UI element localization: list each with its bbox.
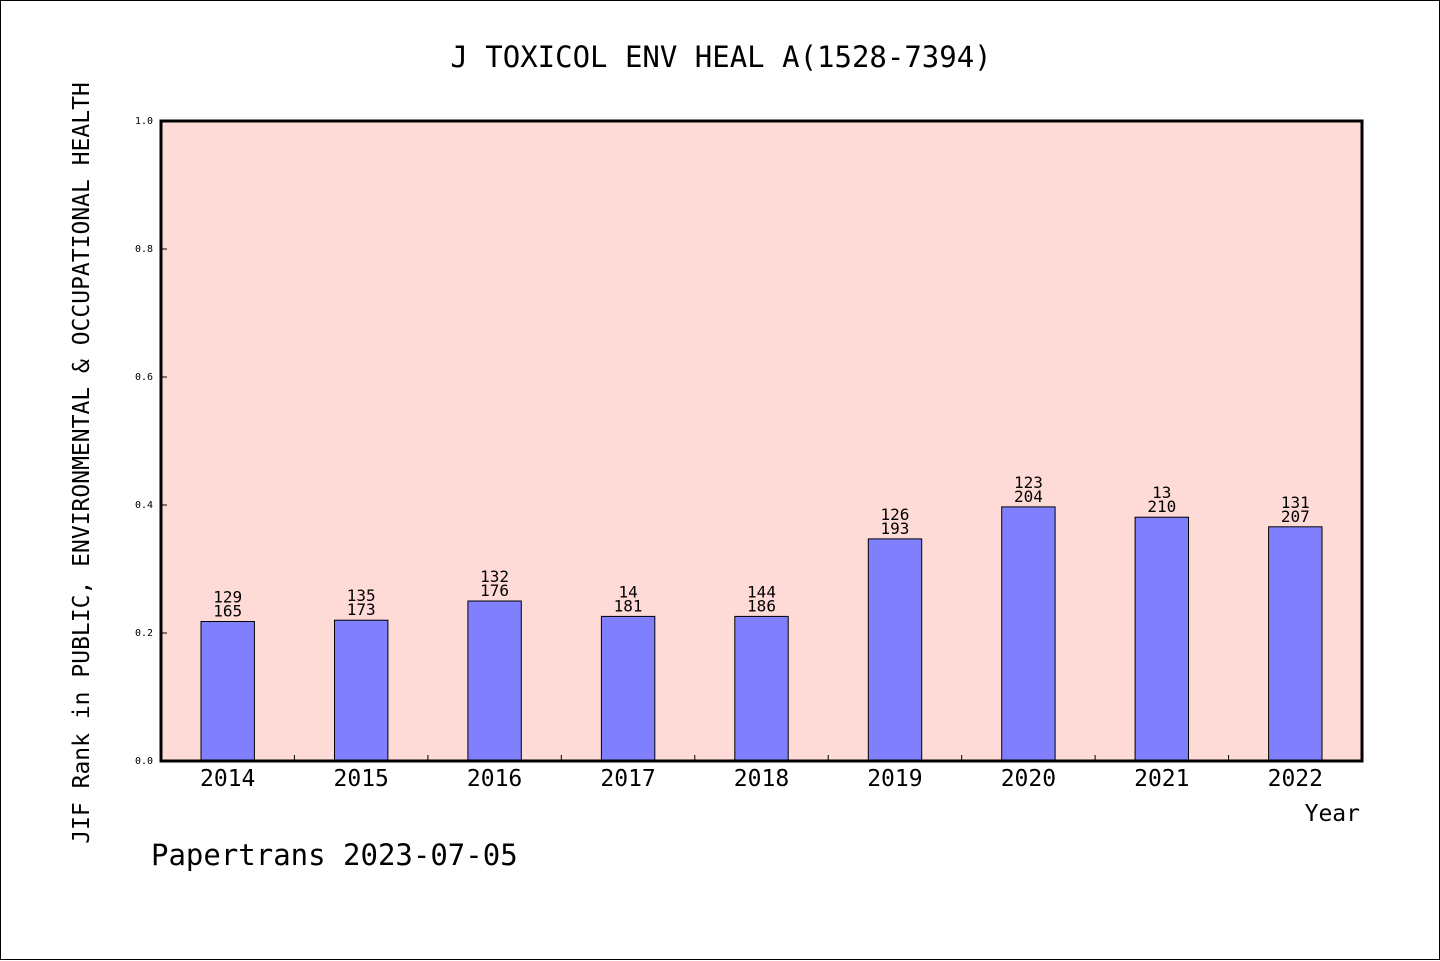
bar-label-top-2015: 135 (347, 586, 376, 605)
bar-2016 (467, 600, 522, 762)
bar-label-bottom-2020: 204 (1014, 487, 1043, 506)
bar-label-bottom-2019: 193 (880, 519, 909, 538)
bar-label-top-2020: 123 (1014, 473, 1043, 492)
bar-label-bottom-2021: 210 (1147, 497, 1176, 516)
x-tick-label-2016: 2016 (467, 766, 522, 792)
chart-title: J TOXICOL ENV HEAL A(1528-7394) (450, 40, 991, 74)
bar-label-top-2014: 129 (213, 588, 242, 607)
plot-border (159, 119, 1364, 763)
bar-2022 (1268, 526, 1323, 762)
x-tick-label-2014: 2014 (200, 766, 255, 792)
bar-2014 (200, 621, 255, 762)
x-tick-label-2022: 2022 (1268, 766, 1323, 792)
y-tick-label-3: 0.6 (135, 372, 153, 383)
bar-label-bottom-2014: 165 (213, 602, 242, 621)
footer-watermark: Papertrans 2023-07-05 (151, 838, 518, 872)
y-tick-label-0: 0.0 (135, 756, 153, 767)
x-tick-label-2015: 2015 (334, 766, 389, 792)
bar-label-top-2017: 14 (618, 582, 637, 601)
bar-label-top-2022: 131 (1281, 493, 1310, 512)
x-tick-label-2017: 2017 (600, 766, 655, 792)
bar-2018 (734, 615, 789, 762)
bar-label-bottom-2018: 186 (747, 596, 776, 615)
y-tick-label-2: 0.4 (135, 500, 153, 511)
bar-2015 (334, 619, 389, 762)
x-tick-label-2019: 2019 (867, 766, 922, 792)
bar-label-top-2021: 13 (1152, 483, 1171, 502)
bar-2021 (1134, 516, 1189, 762)
bar-2020 (1001, 506, 1056, 762)
x-axis-label: Year (1305, 801, 1360, 827)
bar-2017 (600, 615, 656, 762)
bar-label-top-2019: 126 (880, 505, 909, 524)
bar-label-bottom-2017: 181 (614, 596, 643, 615)
x-tick-label-2020: 2020 (1001, 766, 1056, 792)
x-axis-ticks: 2014 2015 2016 2017 2018 2019 2020 2021 2022 (200, 755, 1323, 792)
y-tick-label-5: 1.0 (135, 116, 153, 127)
bar-2019 (867, 538, 923, 762)
bar-label-top-2016: 132 (480, 567, 509, 586)
bar-label-bottom-2022: 207 (1281, 507, 1310, 526)
bar-label-bottom-2015: 173 (347, 600, 376, 619)
bar-label-top-2018: 144 (747, 582, 776, 601)
x-tick-label-2018: 2018 (734, 766, 789, 792)
x-tick-label-2021: 2021 (1134, 766, 1189, 792)
bars-layer (200, 506, 1323, 762)
y-tick-label-1: 0.2 (135, 628, 153, 639)
y-tick-label-4: 0.8 (135, 244, 153, 255)
bar-label-bottom-2016: 176 (480, 581, 509, 600)
y-axis-label: JIF Rank in PUBLIC, ENVIRONMENTAL & OCCU… (69, 82, 95, 844)
